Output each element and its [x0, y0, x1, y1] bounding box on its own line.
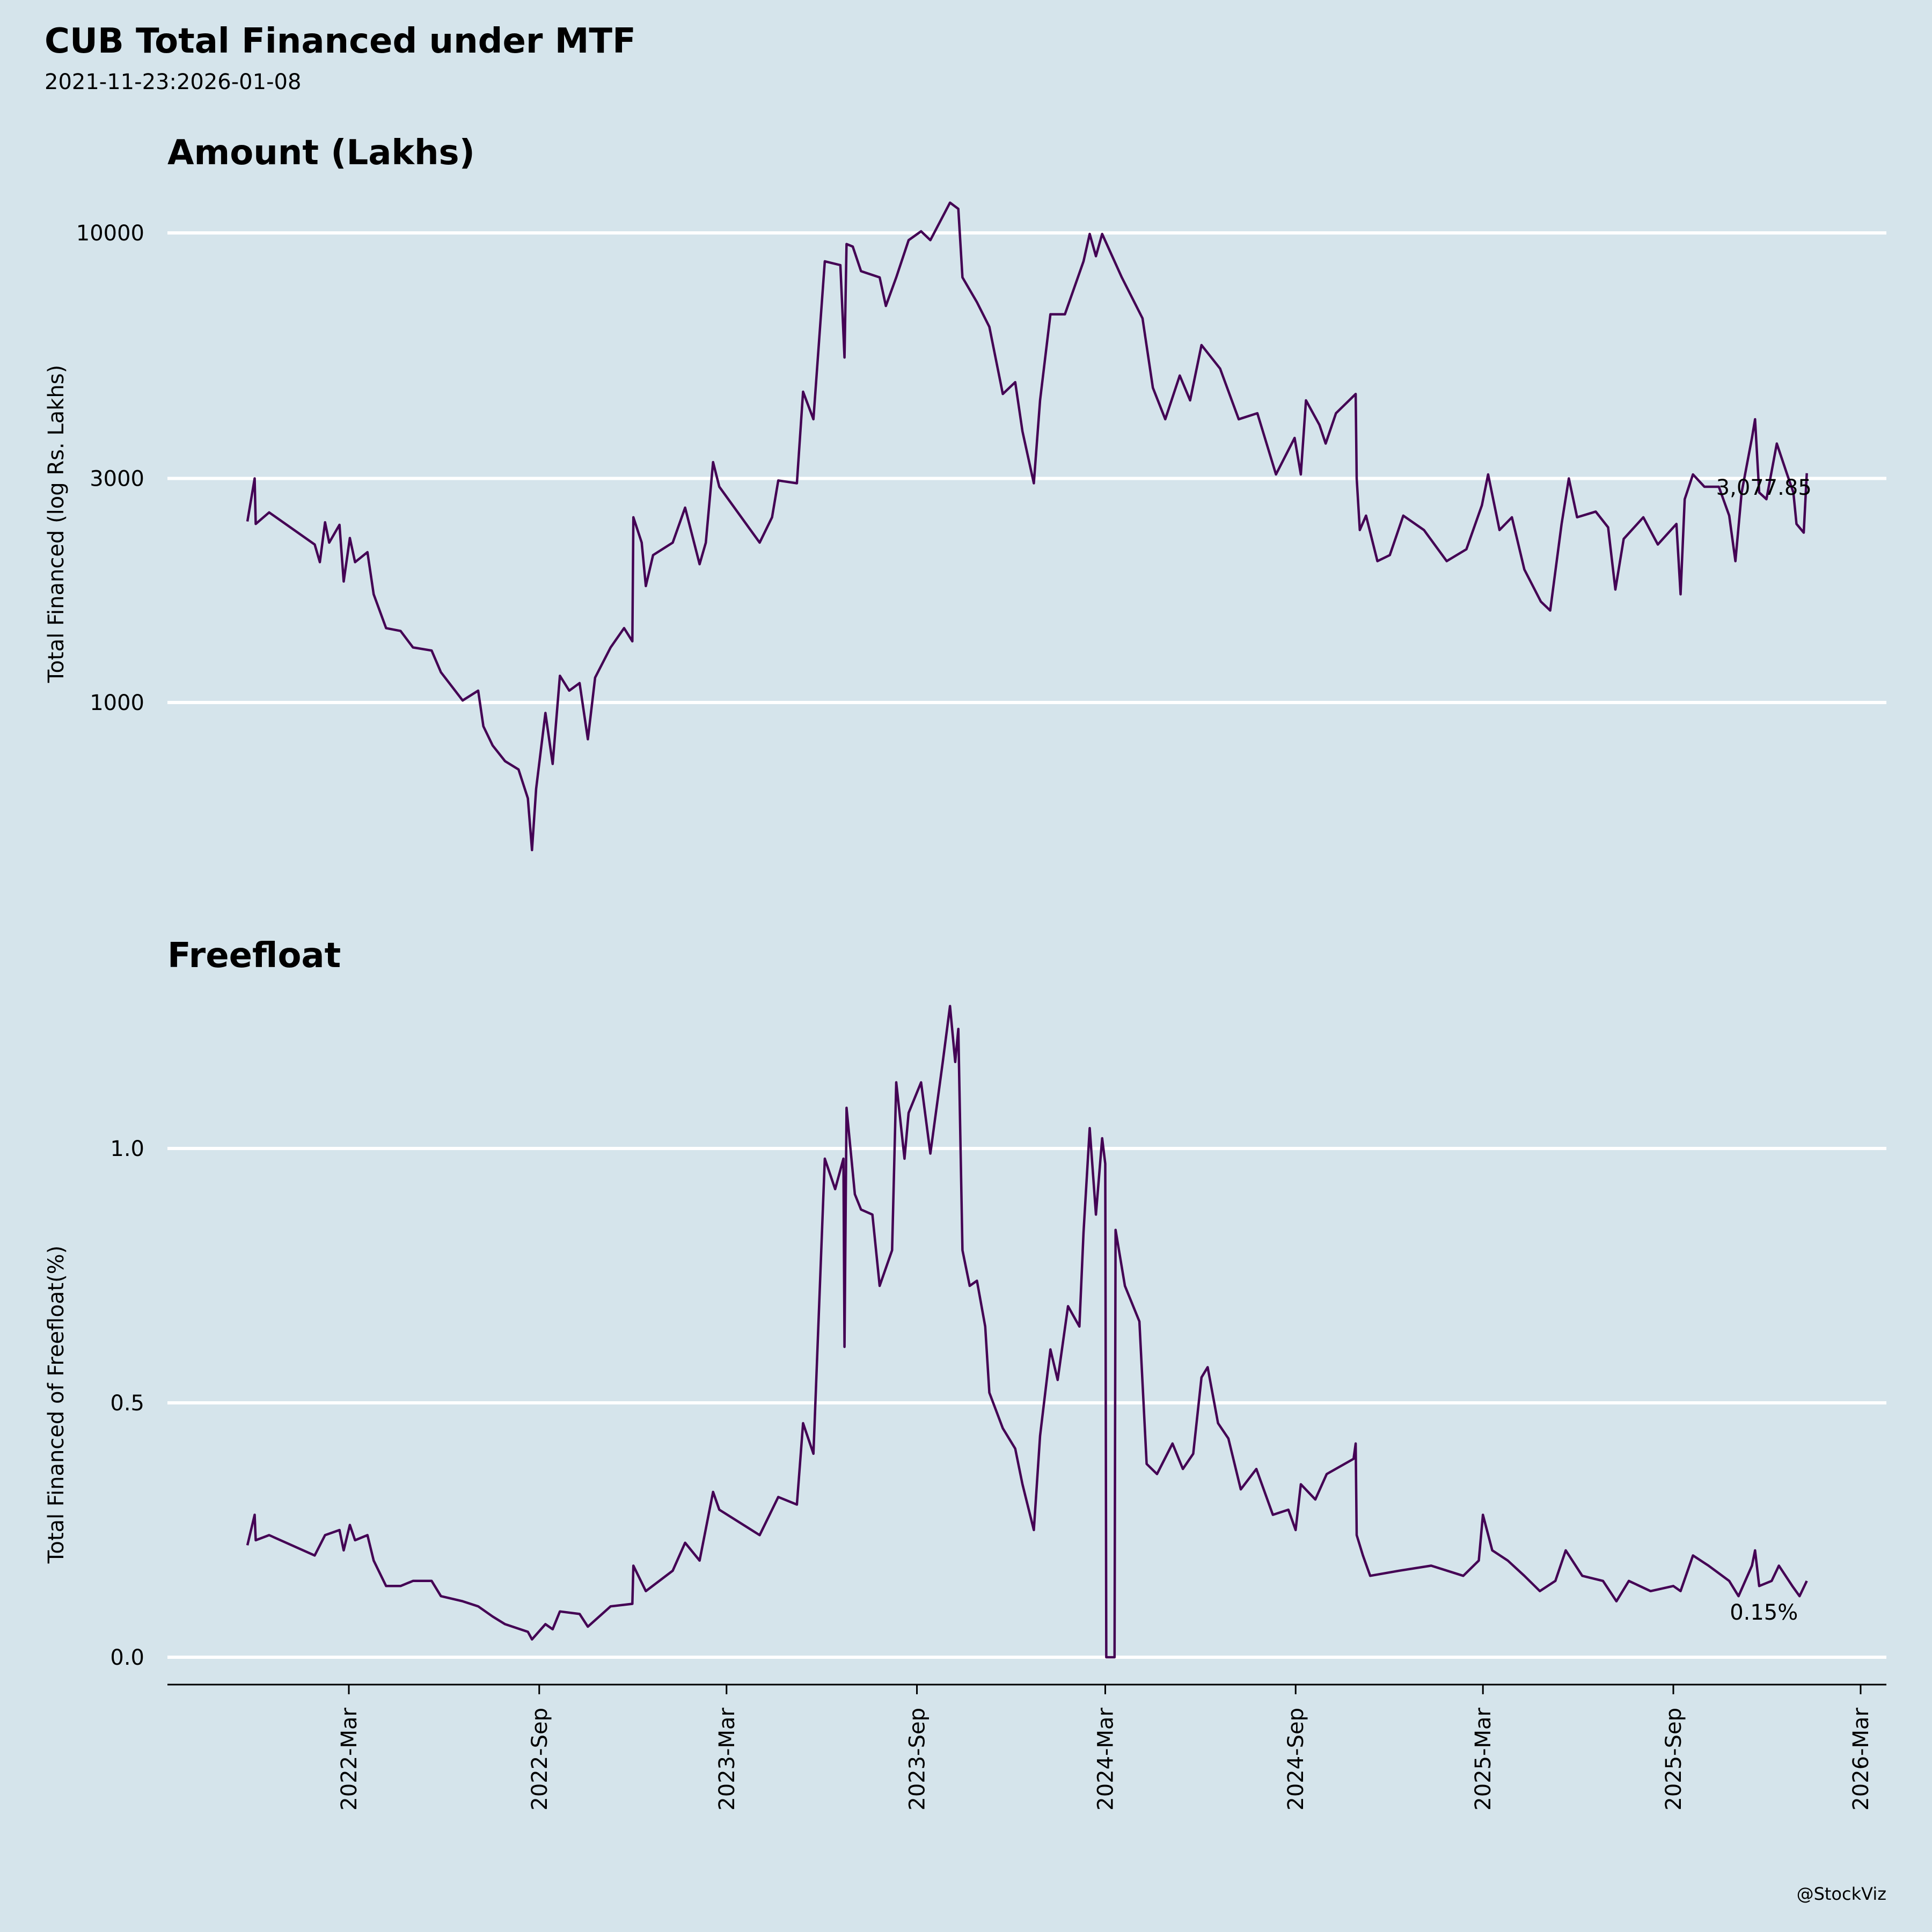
x-tick-label: 2023-Sep [905, 1708, 930, 1811]
x-tick-label: 2025-Mar [1471, 1707, 1496, 1810]
y-tick-label: 3000 [90, 467, 144, 492]
x-tick-label: 2026-Mar [1849, 1707, 1874, 1810]
y-tick-label: 1.0 [110, 1137, 144, 1161]
x-tick-label: 2024-Sep [1284, 1708, 1308, 1811]
x-tick-label: 2022-Sep [528, 1708, 552, 1811]
last-value-label: 0.15% [1730, 1600, 1798, 1625]
x-tick-label: 2022-Mar [337, 1707, 362, 1810]
watermark: @StockViz [1797, 1884, 1886, 1904]
panel-title-amount: Amount (Lakhs) [167, 133, 475, 173]
y-axis-label-freefloat: Total Financed of Freefloat(%) [44, 1246, 69, 1564]
x-tick-label: 2024-Mar [1093, 1707, 1118, 1810]
y-axis-label-amount: Total Financed (log Rs. Lakhs) [44, 365, 69, 683]
y-tick-label: 1000 [90, 691, 144, 715]
y-tick-label: 10000 [76, 221, 144, 246]
series-line-amount [246, 201, 1808, 852]
chart-title: CUB Total Financed under MTF [45, 21, 636, 61]
panel-title-freefloat: Freefloat [167, 936, 341, 976]
last-value-label: 3,077.85 [1716, 475, 1812, 500]
series-line-freefloat [246, 1005, 1808, 1659]
y-tick-label: 0.5 [110, 1391, 144, 1416]
y-tick-label: 0.0 [110, 1645, 144, 1670]
x-tick-label: 2023-Mar [715, 1707, 740, 1810]
x-tick-label: 2025-Sep [1662, 1708, 1686, 1811]
chart-subtitle: 2021-11-23:2026-01-08 [45, 70, 301, 94]
